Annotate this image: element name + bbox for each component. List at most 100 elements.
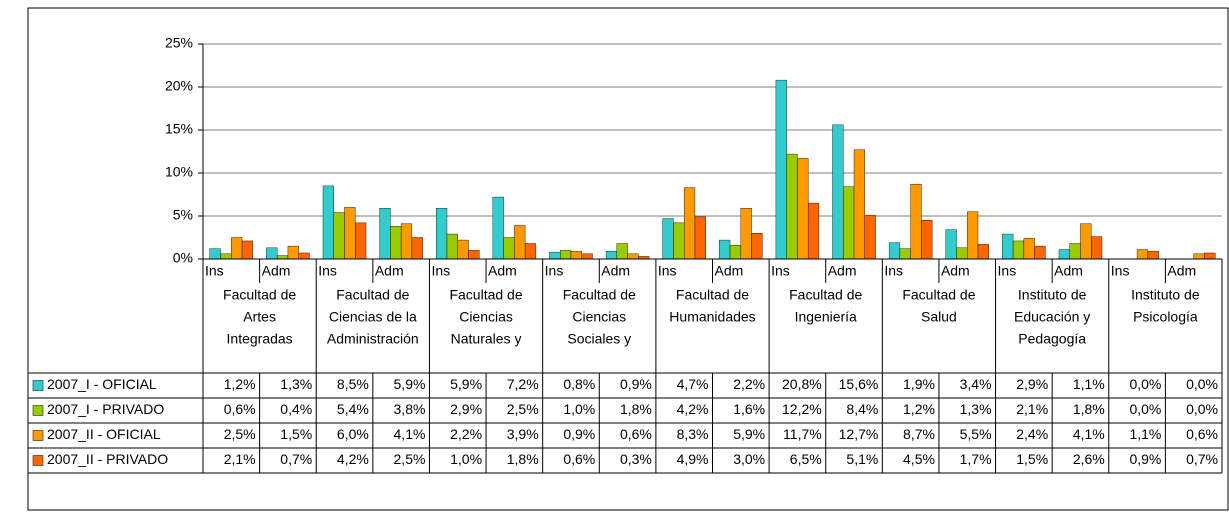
bar <box>570 251 582 260</box>
bar <box>864 214 876 260</box>
data-cell: 0,7% <box>1186 451 1218 467</box>
group-label: Administración <box>327 331 419 347</box>
data-cell: 4,1% <box>394 426 426 442</box>
group-label: Facultad de <box>563 287 636 303</box>
bar <box>355 222 367 260</box>
group-label: Facultad de <box>336 287 409 303</box>
data-cell: 3,4% <box>960 376 992 392</box>
x-tick-label: Adm <box>375 263 404 279</box>
data-cell: 1,0% <box>563 401 595 417</box>
data-cell: 6,5% <box>790 451 822 467</box>
data-cell: 1,7% <box>960 451 992 467</box>
group-label: Facultad de <box>902 287 975 303</box>
legend-label: 2007_II - OFICIAL <box>47 426 161 442</box>
data-cell: 0,6% <box>563 451 595 467</box>
bar <box>786 153 798 260</box>
data-cell: 2,6% <box>1073 451 1105 467</box>
group-label: Sociales y <box>567 331 631 347</box>
legend-swatch <box>32 430 44 441</box>
bar <box>1204 252 1216 260</box>
data-cell: 2,5% <box>507 401 539 417</box>
data-cell: 2,1% <box>224 451 256 467</box>
bar <box>956 247 968 260</box>
data-cell: 0,6% <box>224 401 256 417</box>
data-cell: 2,1% <box>1016 401 1048 417</box>
data-cell: 1,3% <box>280 376 312 392</box>
bar <box>298 252 310 260</box>
bar <box>322 185 334 260</box>
data-cell: 0,4% <box>280 401 312 417</box>
x-tick-label: Ins <box>318 263 337 279</box>
bar <box>1136 249 1149 260</box>
data-cell: 1,8% <box>1073 401 1105 417</box>
x-tick-label: Adm <box>262 263 291 279</box>
x-tick-label: Adm <box>601 263 630 279</box>
bar <box>1012 240 1025 260</box>
bar <box>843 186 855 260</box>
legend-swatch <box>32 380 44 391</box>
bar <box>514 225 526 260</box>
bar <box>209 248 221 260</box>
data-cell: 0,6% <box>620 426 652 442</box>
bar <box>605 251 618 260</box>
bar <box>1091 236 1103 260</box>
y-tick-label: 10% <box>165 164 193 180</box>
data-cell: 1,1% <box>1129 426 1161 442</box>
bar <box>1147 251 1159 260</box>
bar <box>560 250 572 260</box>
group-label: Ingeniería <box>795 309 857 325</box>
data-cell: 5,5% <box>960 426 992 442</box>
x-tick-label: Adm <box>941 263 970 279</box>
bar <box>390 226 402 260</box>
bar <box>888 242 901 260</box>
legend-swatch <box>32 405 44 416</box>
data-cell: 0,0% <box>1186 376 1218 392</box>
data-cell: 2,2% <box>733 376 765 392</box>
y-tick-label: 25% <box>165 35 193 51</box>
bar <box>1058 249 1070 260</box>
data-cell: 2,5% <box>394 451 426 467</box>
bar <box>436 208 448 260</box>
bar <box>549 251 561 260</box>
group-label: Psicología <box>1133 309 1198 325</box>
x-tick-label: Adm <box>1167 263 1196 279</box>
x-tick-label: Adm <box>488 263 517 279</box>
bar <box>457 239 469 260</box>
x-tick-label: Ins <box>658 263 677 279</box>
bar <box>220 253 232 260</box>
y-tick-label: 20% <box>165 78 193 94</box>
data-cell: 4,2% <box>337 451 369 467</box>
bar <box>662 218 674 260</box>
data-cell: 7,2% <box>507 376 539 392</box>
group-label: Facultad de <box>676 287 749 303</box>
bar <box>1002 233 1014 260</box>
group-label: Educación y <box>1014 309 1090 325</box>
bar <box>719 239 731 260</box>
data-cell: 0,0% <box>1129 376 1161 392</box>
data-cell: 8,7% <box>903 426 935 442</box>
group-label: Ciencias de la <box>329 309 417 325</box>
data-cell: 1,2% <box>224 376 256 392</box>
data-cell: 8,5% <box>337 376 369 392</box>
bar <box>797 158 809 260</box>
bar <box>1069 243 1081 260</box>
group-label: Facultad de <box>449 287 522 303</box>
bar <box>400 223 413 260</box>
data-cell: 0,9% <box>620 376 652 392</box>
data-cell: 3,9% <box>507 426 539 442</box>
group-label: Ciencias <box>459 309 513 325</box>
bar <box>977 244 989 260</box>
bar <box>751 232 763 260</box>
data-cell: 12,2% <box>782 401 822 417</box>
group-label: Integradas <box>227 331 293 347</box>
data-cell: 4,9% <box>677 451 709 467</box>
group-label: Humanidades <box>669 309 755 325</box>
data-cell: 5,9% <box>450 376 482 392</box>
legend-label: 2007_I - PRIVADO <box>47 401 164 417</box>
group-label: Pedagogía <box>1018 331 1086 347</box>
group-label: Salud <box>921 309 957 325</box>
data-cell: 1,8% <box>507 451 539 467</box>
data-cell: 0,6% <box>1186 426 1218 442</box>
bar <box>1080 223 1092 260</box>
